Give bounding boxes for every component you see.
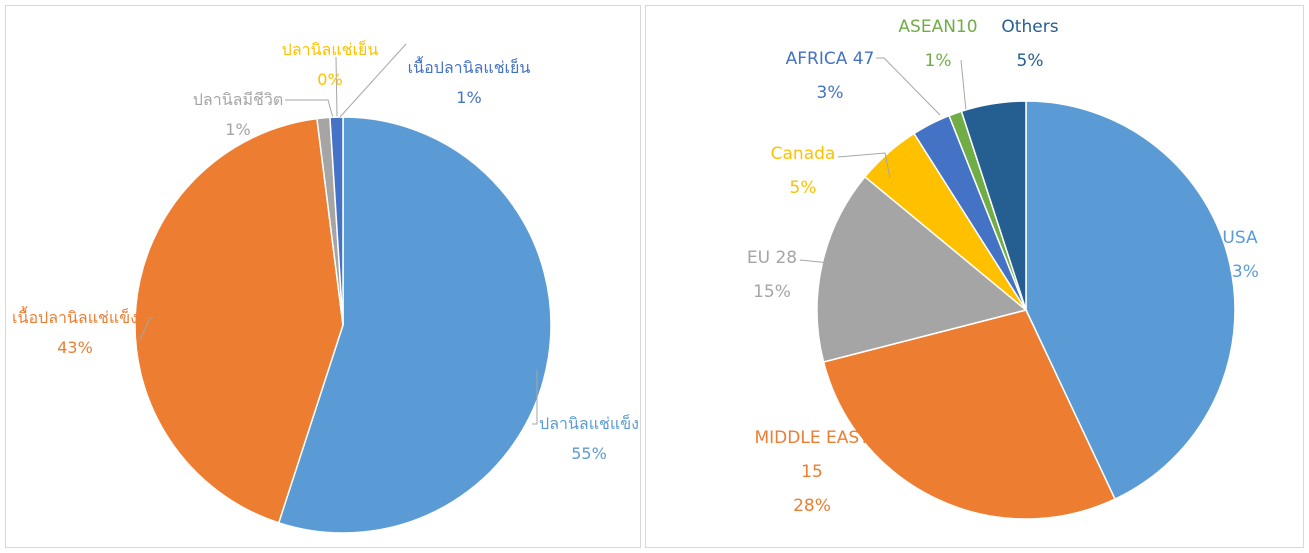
value-label: 1%	[225, 120, 251, 139]
data-label: ASEAN10 1%	[893, 10, 983, 78]
value-label: 3%	[816, 83, 844, 103]
data-label: EU 28 15%	[732, 241, 812, 309]
data-label: ปลานิลมีชีวิต 1%	[183, 85, 293, 145]
value-label: 1%	[924, 51, 952, 71]
leader-line	[285, 99, 334, 119]
right-panel	[645, 5, 1304, 548]
value-label: 43%	[1221, 262, 1259, 282]
value-label: 15%	[753, 282, 791, 302]
pie-slice	[816, 175, 1028, 363]
leader-line	[799, 259, 851, 266]
data-label: ปลานิลแช่เย็น 0%	[275, 35, 385, 95]
leader-line	[960, 59, 967, 112]
category-label: เนื้อปลานิลแช่แข็ง	[12, 308, 138, 327]
pie-slice	[329, 116, 344, 326]
category-label: Canada	[770, 144, 836, 164]
data-label: AFRICA 47 3%	[775, 42, 885, 110]
leader-line	[876, 57, 941, 116]
pie-slice	[1025, 100, 1236, 501]
leader-line	[139, 317, 153, 341]
category-label: MIDDLE EAST 15	[754, 428, 870, 482]
category-label: ปลานิลแช่เย็น	[281, 40, 379, 59]
category-label: EU 28	[746, 248, 798, 268]
category-label: ปลานิลแช่แข็ง	[539, 414, 639, 433]
value-label: 5%	[789, 178, 817, 198]
pie-slice	[960, 100, 1027, 311]
data-label: เนื้อปลานิลแช่เย็น 1%	[399, 53, 539, 113]
data-label: USA 43%	[1200, 221, 1280, 289]
left-panel	[5, 5, 641, 548]
value-label: 1%	[456, 88, 482, 107]
value-label: 55%	[571, 444, 607, 463]
data-label: MIDDLE EAST 15 28%	[752, 421, 872, 523]
category-label: Others	[1001, 17, 1059, 37]
pie-slice	[277, 116, 552, 534]
data-label: เนื้อปลานิลแช่แข็ง 43%	[5, 303, 145, 363]
leader-line	[339, 43, 407, 118]
category-label: ASEAN10	[898, 17, 978, 37]
data-label: ปลานิลแช่แข็ง 55%	[524, 409, 654, 469]
pie-slice	[134, 117, 344, 524]
value-label: 43%	[57, 338, 93, 357]
value-label: 28%	[793, 496, 831, 516]
category-label: เนื้อปลานิลแช่เย็น	[407, 58, 531, 77]
category-label: AFRICA 47	[785, 49, 875, 69]
leader-line	[837, 152, 891, 179]
value-label: 0%	[317, 70, 343, 89]
category-label: USA	[1222, 228, 1258, 248]
category-label: ปลานิลมีชีวิต	[192, 90, 284, 109]
leader-line	[335, 56, 338, 118]
pie-slice	[822, 309, 1116, 520]
leader-line	[532, 370, 538, 425]
data-label: Others 5%	[990, 10, 1070, 78]
value-label: 5%	[1016, 51, 1044, 71]
data-label: Canada 5%	[763, 137, 843, 205]
